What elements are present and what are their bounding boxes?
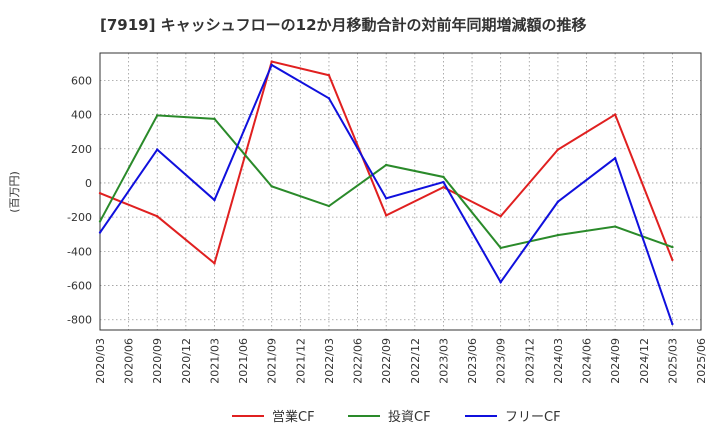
x-tick-label: 2024/12 (638, 338, 651, 384)
x-tick-label: 2021/06 (237, 338, 250, 384)
legend-label: 営業CF (272, 409, 315, 425)
data-point (613, 113, 617, 116)
data-point (156, 148, 159, 151)
data-point (98, 220, 102, 223)
y-tick-label: -800 (67, 314, 92, 327)
x-tick-label: 2024/06 (581, 338, 594, 384)
data-point (499, 280, 502, 284)
x-tick-label: 2023/09 (495, 338, 508, 384)
x-tick-label: 2025/03 (666, 338, 679, 384)
legend-label: フリーCF (505, 410, 561, 425)
chart-title: [7919] キャッシュフローの12か月移動合計の対前年同期増減額の推移 (100, 16, 587, 34)
y-tick-label: -200 (67, 211, 92, 224)
data-point (270, 185, 273, 188)
data-point (613, 156, 617, 160)
data-point (213, 117, 216, 121)
x-tick-label: 2024/03 (552, 338, 565, 384)
plot-frame (99, 52, 702, 331)
data-point (671, 258, 674, 262)
data-point (442, 180, 445, 184)
x-tick-label: 2025/06 (695, 338, 708, 384)
y-tick-label: 200 (71, 143, 92, 156)
x-tick-label: 2021/03 (208, 338, 221, 384)
data-point (556, 148, 560, 151)
data-point (556, 233, 560, 237)
data-point (213, 262, 216, 265)
data-point (384, 197, 388, 200)
grid-layer (99, 53, 702, 330)
x-tick-label: 2023/12 (523, 338, 536, 384)
y-tick-label: 600 (71, 74, 92, 87)
data-point (556, 200, 560, 203)
data-point (327, 74, 331, 77)
legend-label: 投資CF (388, 409, 431, 425)
data-point (442, 175, 445, 179)
y-tick-label: -600 (67, 280, 92, 293)
y-tick-label: -400 (67, 245, 92, 258)
x-tick-label: 2021/12 (294, 338, 307, 384)
data-point (327, 97, 331, 100)
x-tick-label: 2023/06 (466, 338, 479, 384)
x-tick-label: 2021/09 (266, 338, 279, 384)
x-tick-label: 2020/12 (180, 338, 193, 384)
y-axis-label: (百万円) (8, 171, 21, 213)
y-tick-labels: 600 400 200 0 -200 -400 -600 -800 (67, 74, 92, 326)
x-tick-label: 2022/09 (380, 338, 393, 384)
y-tick-label: 0 (85, 177, 92, 190)
data-point (442, 186, 445, 189)
data-point (213, 198, 216, 202)
data-point (98, 192, 102, 195)
x-tick-label: 2024/09 (609, 338, 622, 384)
series-layer (98, 60, 674, 326)
data-point (384, 214, 388, 217)
legend: 営業CF 投資CF フリーCF (232, 409, 561, 425)
x-tick-labels: 2020/03 2020/06 2020/09 2020/12 2021/03 2021/… (94, 338, 708, 384)
data-point (270, 63, 273, 67)
x-tick-label: 2023/03 (437, 338, 450, 384)
x-tick-label: 2020/06 (123, 338, 136, 384)
data-point (156, 114, 159, 117)
data-point (671, 322, 674, 326)
data-point (499, 215, 502, 218)
x-tick-label: 2022/06 (352, 338, 365, 384)
x-tick-label: 2022/12 (409, 338, 422, 384)
data-point (499, 246, 502, 250)
y-tick-label: 400 (71, 109, 92, 122)
data-point (384, 163, 388, 167)
data-point (327, 204, 331, 208)
data-point (671, 245, 674, 249)
data-point (270, 60, 273, 63)
data-point (613, 225, 617, 228)
x-tick-label: 2020/03 (94, 338, 107, 384)
x-tick-label: 2020/09 (151, 338, 164, 384)
data-point (156, 215, 159, 218)
data-point (98, 231, 102, 234)
x-tick-label: 2022/03 (323, 338, 336, 384)
